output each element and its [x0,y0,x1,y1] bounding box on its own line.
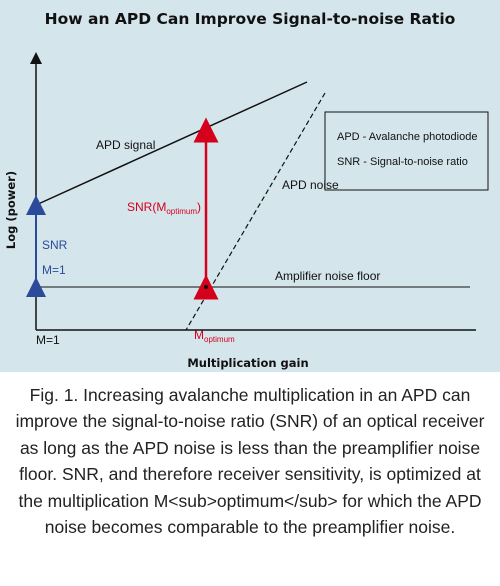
intersection-point [204,285,208,289]
x-axis-label: Multiplication gain [187,356,308,370]
snr-left-label: SNR [42,238,68,252]
diagram-canvas: How an APD Can Improve Signal-to-noise R… [4,10,489,370]
caption-area: Fig. 1. Increasing avalanche multiplicat… [0,372,500,586]
m1-left-label: M=1 [42,263,66,277]
amplifier-noise-floor-label: Amplifier noise floor [275,269,380,283]
legend-box [324,111,489,191]
diagram-title: How an APD Can Improve Signal-to-noise R… [45,10,456,28]
origin-label: M=1 [36,333,60,347]
apd-signal-line [35,81,308,206]
legend-snr: SNR - Signal-to-noise ratio [337,156,468,168]
legend-apd: APD - Avalanche photodiode [337,131,477,143]
m-optimum-label: Moptimum [194,328,235,344]
apd-signal-label: APD signal [96,138,155,152]
y-axis-label: Log (power) [4,171,18,249]
figure-caption: Fig. 1. Increasing avalanche multiplicat… [15,385,485,538]
apd-snr-diagram: How an APD Can Improve Signal-to-noise R… [4,10,489,370]
snr-optimum-label: SNR(Moptimum) [127,200,201,216]
